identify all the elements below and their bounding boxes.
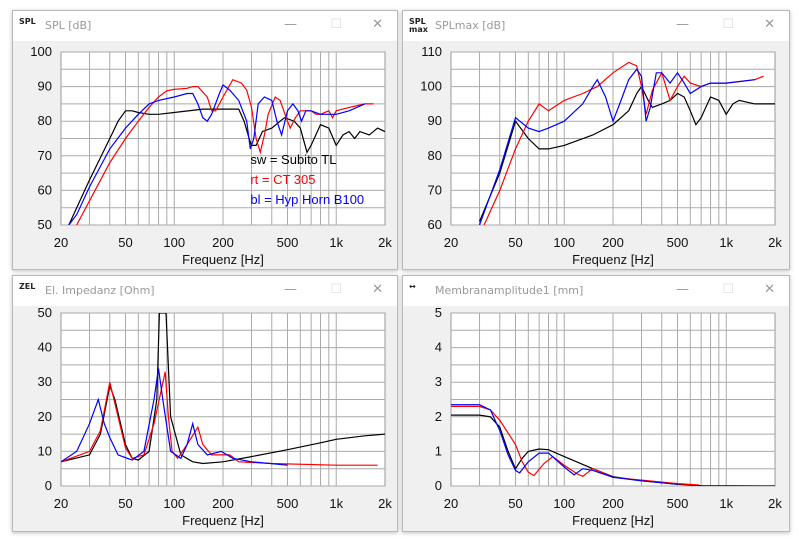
y-tick-label: 20 [38, 409, 52, 424]
window-title: SPL [dB] [45, 19, 92, 32]
maximize-button[interactable]: ☐ [722, 17, 734, 32]
impedance-window: ZEL El. Impedanz [Ohm] — ☐ ✕ 0 10 20 30 40 50 2… [12, 275, 398, 532]
close-button[interactable]: ✕ [372, 282, 383, 297]
maximize-button[interactable]: ☐ [722, 282, 734, 297]
close-button[interactable]: ✕ [764, 17, 775, 32]
y-tick-label: 70 [38, 148, 52, 163]
legend-entry: rt = CT 305 [250, 172, 315, 187]
x-axis-label: Frequenz [Hz] [572, 252, 654, 267]
legend-entry: bl = Hyp Horn B100 [250, 192, 364, 207]
x-tick-label: 50 [508, 235, 522, 250]
minimize-button[interactable]: — [676, 282, 689, 297]
y-tick-label: 10 [38, 443, 52, 458]
x-tick-label: 2k [768, 235, 782, 250]
window-icon: ↔ [409, 282, 416, 291]
series-line-bl [478, 68, 755, 225]
x-tick-label: 20 [54, 235, 68, 250]
y-tick-label: 100 [30, 44, 52, 59]
title-bar[interactable]: SPL max SPLmax [dB] — ☐ ✕ [403, 11, 789, 41]
window-icon: SPL [19, 17, 36, 26]
series-line-bl [451, 404, 678, 485]
x-tick-label: 2k [378, 496, 392, 511]
amplitude-chart: 0 1 2 3 4 5 20 50 100 200 500 1k 2k Frequenz [Hz] [435, 306, 783, 528]
x-tick-label: 200 [602, 235, 624, 250]
x-tick-label: 500 [277, 235, 299, 250]
x-tick-label: 100 [163, 235, 185, 250]
x-axis-label: Frequenz [Hz] [182, 252, 264, 267]
y-tick-label: 60 [428, 217, 442, 232]
y-tick-label: 110 [421, 44, 442, 59]
y-tick-label: 70 [428, 182, 442, 197]
x-tick-label: 500 [277, 496, 299, 511]
x-tick-label: 500 [667, 235, 689, 250]
y-tick-label: 50 [38, 217, 52, 232]
splmax-window: SPL max SPLmax [dB] — ☐ ✕ 60 70 80 90 100 110 2… [402, 10, 790, 270]
impedance-chart: 0 10 20 30 40 50 20 50 100 200 500 1k 2k Frequenz [Hz… [38, 306, 393, 528]
x-tick-label: 200 [212, 496, 234, 511]
y-tick-label: 90 [428, 113, 442, 128]
y-tick-label: 3 [435, 374, 442, 389]
title-bar[interactable]: ↔ Membranamplitude1 [mm] — ☐ ✕ [403, 276, 789, 306]
x-tick-label: 2k [378, 235, 392, 250]
x-tick-label: 1k [719, 496, 733, 511]
x-tick-label: 50 [118, 235, 132, 250]
x-axis-label: Frequenz [Hz] [572, 513, 654, 528]
x-tick-label: 1k [329, 235, 343, 250]
window-icon: ZEL [19, 282, 36, 291]
y-tick-label: 50 [38, 306, 52, 320]
close-button[interactable]: ✕ [372, 17, 383, 32]
y-tick-label: 80 [428, 148, 442, 163]
series-line-bl [61, 368, 288, 466]
x-tick-label: 1k [719, 235, 733, 250]
window-title: SPLmax [dB] [435, 19, 506, 32]
y-tick-label: 5 [435, 306, 442, 320]
y-tick-label: 100 [420, 79, 442, 94]
y-tick-label: 4 [435, 340, 442, 355]
y-tick-label: 90 [38, 79, 52, 94]
x-tick-label: 100 [163, 496, 185, 511]
y-tick-label: 60 [38, 182, 52, 197]
y-tick-label: 0 [45, 478, 52, 493]
series-line-rt [451, 405, 700, 486]
close-button[interactable]: ✕ [764, 282, 775, 297]
y-tick-label: 30 [38, 374, 52, 389]
y-tick-label: 0 [435, 478, 442, 493]
window-title: Membranamplitude1 [mm] [435, 284, 584, 297]
y-tick-label: 1 [435, 443, 442, 458]
x-axis-label: Frequenz [Hz] [182, 513, 264, 528]
maximize-button[interactable]: ☐ [330, 17, 342, 32]
y-tick-label: 80 [38, 113, 52, 128]
title-bar[interactable]: ZEL El. Impedanz [Ohm] — ☐ ✕ [13, 276, 397, 306]
series-line-bl [68, 83, 366, 225]
x-tick-label: 2k [768, 496, 782, 511]
maximize-button[interactable]: ☐ [330, 282, 342, 297]
minimize-button[interactable]: — [676, 17, 689, 32]
window-title: El. Impedanz [Ohm] [45, 284, 155, 297]
spl-window: SPL SPL [dB] — ☐ ✕ 50 60 70 80 90 100 20 50 100 20… [12, 10, 398, 270]
series-line-sw [68, 108, 385, 225]
y-tick-label: 2 [435, 409, 442, 424]
window-icon: SPL max [409, 17, 428, 34]
x-tick-label: 100 [553, 235, 575, 250]
amplitude-window: ↔ Membranamplitude1 [mm] — ☐ ✕ 0 1 2 3 4 5 20 50… [402, 275, 790, 532]
x-tick-label: 100 [553, 496, 575, 511]
x-tick-label: 50 [508, 496, 522, 511]
series-line-sw [478, 85, 775, 222]
x-tick-label: 500 [667, 496, 689, 511]
x-tick-label: 200 [602, 496, 624, 511]
x-tick-label: 20 [444, 235, 458, 250]
x-tick-label: 50 [118, 496, 132, 511]
x-tick-label: 200 [212, 235, 234, 250]
x-tick-label: 20 [444, 496, 458, 511]
y-tick-label: 40 [38, 340, 52, 355]
legend-entry: sw = Subito TL [250, 152, 336, 167]
x-tick-label: 1k [329, 496, 343, 511]
minimize-button[interactable]: — [284, 282, 297, 297]
title-bar[interactable]: SPL SPL [dB] — ☐ ✕ [13, 11, 397, 41]
minimize-button[interactable]: — [284, 17, 297, 32]
splmax-chart: 60 70 80 90 100 110 20 50 100 200 500 1k 2k Frequenz … [420, 44, 782, 267]
x-tick-label: 20 [54, 496, 68, 511]
